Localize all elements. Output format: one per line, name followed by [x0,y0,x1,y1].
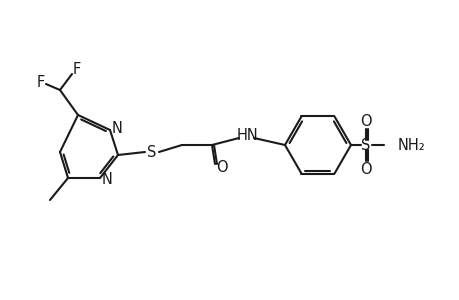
Text: F: F [37,74,45,89]
Text: S: S [147,145,157,160]
Text: N: N [112,121,122,136]
Text: O: O [359,113,371,128]
Text: HN: HN [236,128,258,142]
Text: N: N [101,172,112,187]
Text: S: S [360,137,370,152]
Text: F: F [73,61,81,76]
Text: O: O [216,160,227,175]
Text: O: O [359,161,371,176]
Text: NH₂: NH₂ [397,137,425,152]
